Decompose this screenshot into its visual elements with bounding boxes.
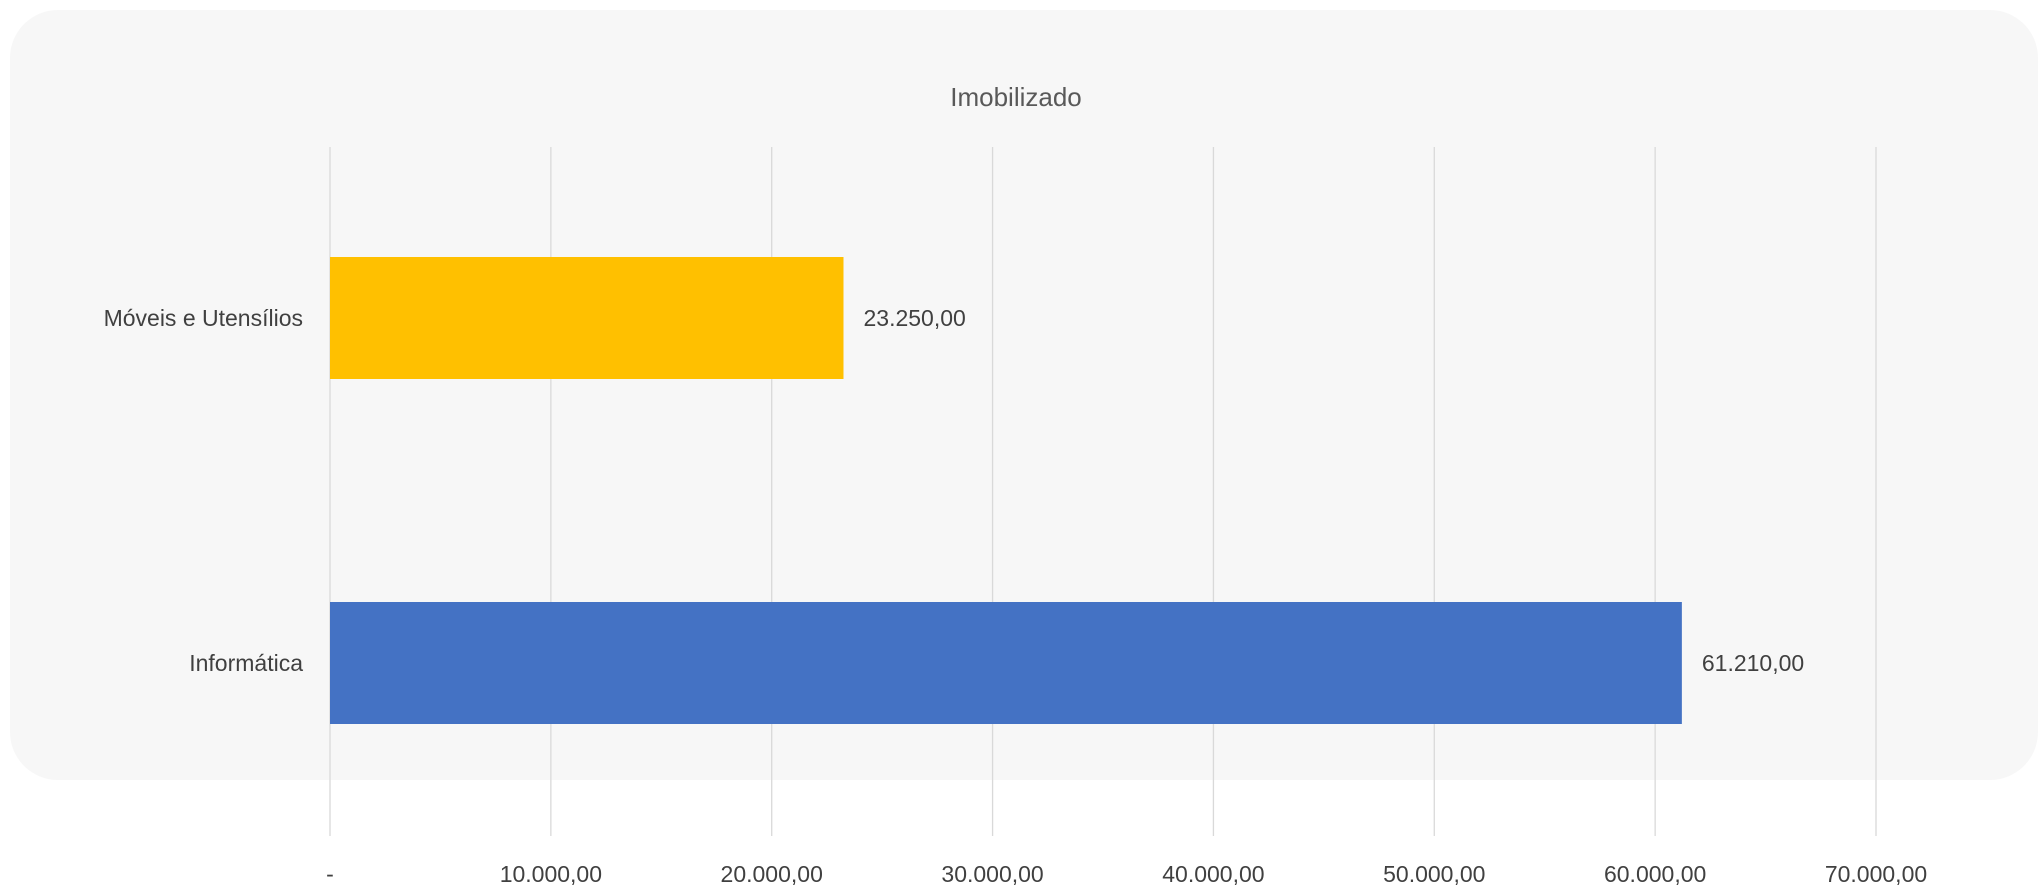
- bars: [330, 257, 1682, 724]
- chart-title: Imobilizado: [950, 82, 1082, 112]
- x-tick-label: 30.000,00: [941, 861, 1043, 887]
- x-tick-label: 40.000,00: [1162, 861, 1264, 887]
- x-tick-label: 70.000,00: [1825, 861, 1927, 887]
- x-tick-label: 10.000,00: [500, 861, 602, 887]
- category-label: Informática: [189, 650, 303, 676]
- gridlines: [329, 147, 1877, 836]
- x-tick-label: 50.000,00: [1383, 861, 1485, 887]
- x-tick-label: 20.000,00: [721, 861, 823, 887]
- category-label: Móveis e Utensílios: [104, 305, 303, 331]
- x-tick-label: 60.000,00: [1604, 861, 1706, 887]
- data-label: 61.210,00: [1702, 650, 1804, 676]
- x-tick-label: -: [326, 861, 334, 887]
- labels: - 10.000,00 20.000,00 30.000,00 40.000,00 50.…: [104, 305, 1928, 887]
- bar: [330, 257, 844, 379]
- bar: [330, 602, 1682, 724]
- data-label: 23.250,00: [863, 305, 965, 331]
